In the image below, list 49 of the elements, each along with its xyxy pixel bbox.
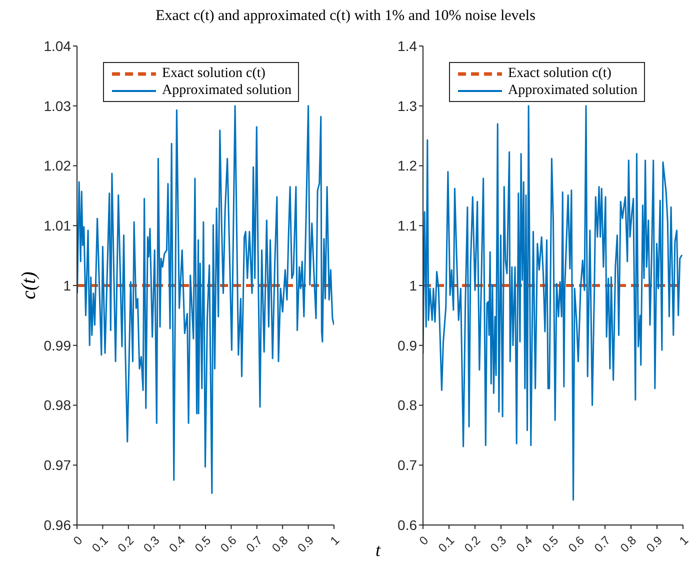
- x-tick-label: 0.6: [218, 533, 240, 555]
- x-tick-label: 0.3: [140, 533, 162, 555]
- y-tick-label: 1.1: [398, 218, 418, 234]
- y-tick-label: 1.03: [44, 98, 72, 114]
- y-tick-label: 1.2: [398, 158, 418, 174]
- x-tick-label: 0.9: [294, 533, 317, 555]
- y-tick-label: 0.7: [398, 457, 418, 474]
- x-tick-label: 0.8: [269, 533, 291, 555]
- x-tick-label: 0.2: [114, 533, 137, 555]
- y-tick-label: 1.04: [44, 38, 72, 54]
- y-tick-label: 1.3: [398, 98, 418, 114]
- x-tick-label: 0.2: [461, 533, 484, 555]
- x-tick-label: 0.4: [166, 533, 188, 555]
- x-tick-label: 0.1: [435, 533, 458, 555]
- chart-title: Exact c(t) and approximated c(t) with 1% and 10% noise levels: [154, 8, 536, 25]
- y-tick-label: 0.96: [44, 516, 72, 533]
- x-tick-label: 0.9: [643, 533, 666, 555]
- x-tick-label: 0: [416, 533, 432, 548]
- x-tick-label: 0.6: [565, 533, 588, 555]
- y-tick-label: 1: [63, 277, 72, 294]
- x-tick-label: 0.4: [513, 533, 536, 555]
- legend-label: Approximated solution: [508, 82, 638, 99]
- y-tick-label: 0.98: [44, 397, 72, 414]
- x-axis-title: t: [374, 540, 382, 561]
- x-tick-label: 0.5: [192, 533, 214, 555]
- x-tick-label: 0.5: [539, 533, 562, 555]
- y-tick-label: 0.99: [44, 337, 72, 354]
- line-series: [77, 105, 334, 494]
- x-tick-label: 0.7: [591, 533, 614, 555]
- y-tick-label: 1: [409, 277, 418, 294]
- x-tick-label: 0.3: [487, 533, 510, 555]
- y-axis-title: c(t): [18, 271, 40, 300]
- y-tick-label: 1.01: [44, 218, 72, 234]
- y-tick-label: 0.6: [398, 516, 418, 533]
- legend-label: Exact solution c(t): [162, 65, 266, 82]
- x-tick-label: 0.1: [89, 533, 112, 555]
- x-tick-label: 0.7: [243, 533, 266, 555]
- x-tick-label: 1: [328, 533, 342, 548]
- y-tick-label: 1.02: [44, 158, 72, 174]
- line-series: [423, 105, 683, 501]
- y-tick-label: 0.8: [398, 397, 418, 414]
- y-tick-label: 0.9: [398, 337, 418, 354]
- legend-label: Exact solution c(t): [508, 65, 612, 82]
- x-tick-label: 0.8: [617, 533, 640, 555]
- legend-label: Approximated solution: [162, 82, 292, 99]
- x-tick-label: 0: [70, 533, 86, 548]
- y-tick-label: 1.4: [398, 38, 418, 54]
- x-tick-label: 1: [676, 533, 691, 548]
- y-tick-label: 0.97: [44, 457, 72, 474]
